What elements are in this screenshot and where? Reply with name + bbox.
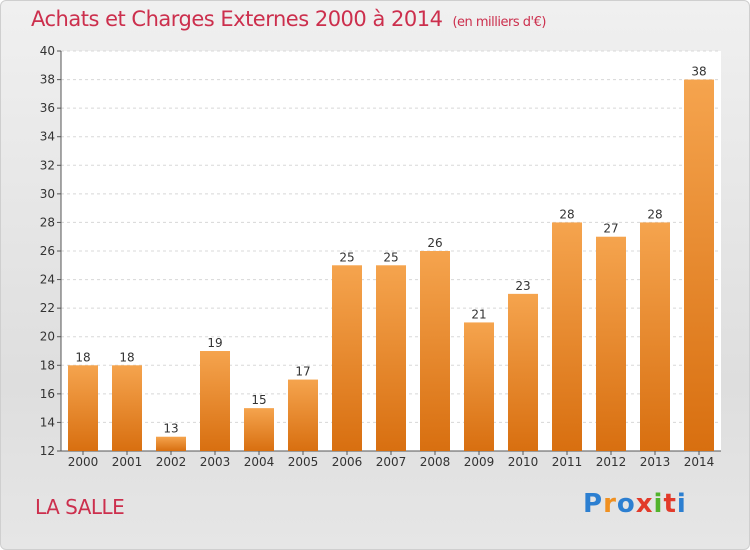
value-label-2006: 25 — [339, 250, 354, 264]
bar-2000 — [68, 365, 98, 451]
y-tick-label: 24 — [40, 273, 55, 287]
y-tick-label: 22 — [40, 301, 55, 315]
x-tick-label-2011: 2011 — [552, 455, 583, 469]
bar-2007 — [376, 265, 406, 451]
y-tick-label: 14 — [40, 415, 55, 429]
bar-2003 — [200, 351, 230, 451]
value-label-2000: 18 — [75, 350, 90, 364]
value-label-2010: 23 — [515, 279, 530, 293]
x-tick-label-2005: 2005 — [288, 455, 319, 469]
x-tick-label-2006: 2006 — [332, 455, 363, 469]
logo-letter: i — [676, 489, 687, 519]
value-label-2009: 21 — [471, 307, 486, 321]
bar-2014 — [684, 79, 714, 452]
value-label-2001: 18 — [119, 350, 134, 364]
bar-chart: 12 14 16 18 20 22 24 26 28 30 32 34 36 38 40 18 2000 18 20… — [40, 44, 721, 469]
unit-label: (en milliers d'€) — [452, 15, 546, 30]
bar-2006 — [332, 265, 362, 451]
value-label-2014: 38 — [691, 65, 706, 79]
value-label-2011: 28 — [559, 207, 574, 221]
x-tick-label-2014: 2014 — [684, 455, 715, 469]
bar-2009 — [464, 322, 494, 451]
logo-letter: r — [603, 489, 617, 519]
x-tick-label-2000: 2000 — [68, 455, 99, 469]
y-tick-label: 28 — [40, 215, 55, 229]
value-label-2002: 13 — [163, 422, 178, 436]
y-tick-label: 16 — [40, 387, 55, 401]
value-label-2004: 15 — [251, 393, 266, 407]
bar-2001 — [112, 365, 142, 451]
y-tick-label: 12 — [40, 444, 55, 458]
y-tick-label: 20 — [40, 330, 55, 344]
x-tick-label-2008: 2008 — [420, 455, 451, 469]
bar-2002 — [156, 436, 186, 451]
x-tick-label-2009: 2009 — [464, 455, 495, 469]
y-tick-label: 26 — [40, 244, 55, 258]
value-label-2003: 19 — [207, 336, 222, 350]
bar-2004 — [244, 408, 274, 451]
x-tick-label-2013: 2013 — [640, 455, 671, 469]
y-tick-label: 36 — [40, 101, 55, 115]
value-label-2013: 28 — [647, 207, 662, 221]
y-tick-label: 18 — [40, 358, 55, 372]
value-label-2012: 27 — [603, 222, 618, 236]
bar-2011 — [552, 222, 582, 451]
x-tick-label-2012: 2012 — [596, 455, 627, 469]
x-tick-label-2003: 2003 — [200, 455, 231, 469]
bar-2008 — [420, 251, 450, 451]
value-label-2008: 26 — [427, 236, 442, 250]
x-tick-label-2010: 2010 — [508, 455, 539, 469]
chart-title: Achats et Charges Externes 2000 à 2014 (e… — [31, 7, 546, 31]
bar-2012 — [596, 236, 626, 451]
x-tick-label-2004: 2004 — [244, 455, 275, 469]
bar-2005 — [288, 379, 318, 451]
y-tick-label: 38 — [40, 73, 55, 87]
y-tick-label: 34 — [40, 130, 55, 144]
x-tick-label-2001: 2001 — [112, 455, 143, 469]
proxiti-logo: Proxiti — [583, 489, 687, 519]
logo-letter: P — [583, 489, 604, 519]
value-label-2005: 17 — [295, 365, 310, 379]
logo-letter: o — [616, 489, 636, 519]
y-tick-label: 40 — [40, 44, 55, 58]
logo-letter: i — [653, 489, 664, 519]
title-text: Achats et Charges Externes 2000 à 2014 — [31, 7, 443, 31]
value-label-2007: 25 — [383, 250, 398, 264]
bar-2013 — [640, 222, 670, 451]
bar-2010 — [508, 293, 538, 451]
x-tick-label-2007: 2007 — [376, 455, 407, 469]
commune-name: LA SALLE — [35, 495, 125, 519]
logo-letter: t — [663, 489, 677, 519]
y-tick-label: 30 — [40, 187, 55, 201]
y-tick-label: 32 — [40, 158, 55, 172]
x-tick-label-2002: 2002 — [156, 455, 187, 469]
logo-letter: x — [635, 489, 654, 519]
